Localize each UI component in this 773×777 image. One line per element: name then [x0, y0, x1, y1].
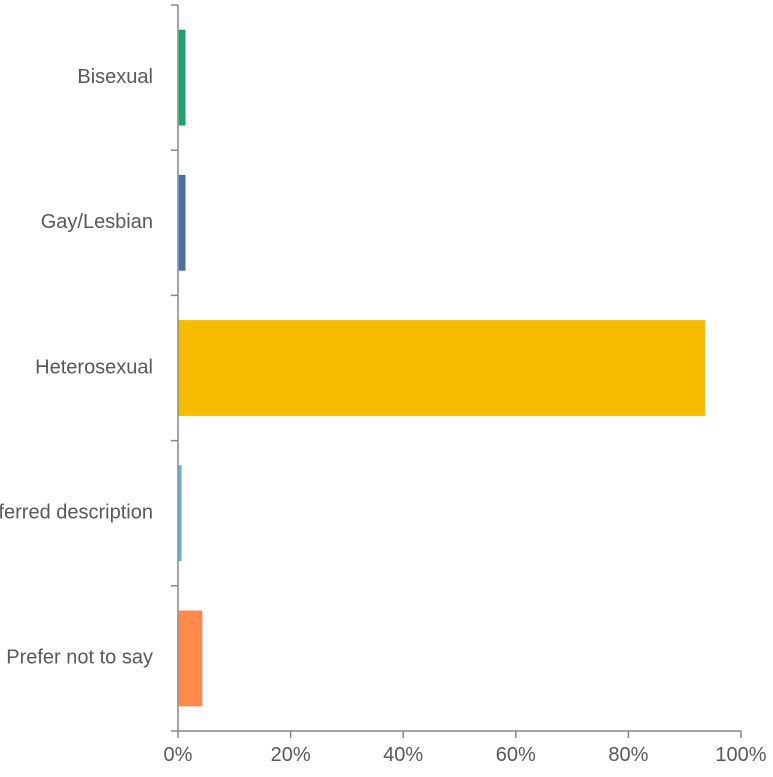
y-tick-label: Gay/Lesbian [41, 211, 153, 233]
ticks-group [171, 4, 742, 738]
x-tick-label: 100% [715, 744, 766, 766]
x-tick-label: 60% [496, 744, 536, 766]
bar-prefer-not-to-say [178, 610, 203, 707]
bar-bisexual [178, 29, 186, 126]
x-tick-label: 40% [383, 744, 423, 766]
bar-gay-lesbian [178, 174, 186, 271]
y-tick-label: Heterosexual [35, 356, 153, 378]
bar-heterosexual [178, 320, 706, 416]
y-tick-label: Prefer not to say [6, 647, 153, 669]
bar-preferred-description [178, 465, 182, 562]
y-tick-label: Preferred description [0, 501, 153, 523]
labels-group: Bisexual Gay/Lesbian Heterosexual Preferred… [0, 66, 767, 766]
bars-group [178, 29, 706, 707]
x-tick-label: 20% [271, 744, 311, 766]
axes-group [177, 5, 741, 732]
y-tick-label: Bisexual [77, 66, 153, 88]
x-tick-label: 80% [608, 744, 648, 766]
x-tick-label: 0% [164, 744, 193, 766]
